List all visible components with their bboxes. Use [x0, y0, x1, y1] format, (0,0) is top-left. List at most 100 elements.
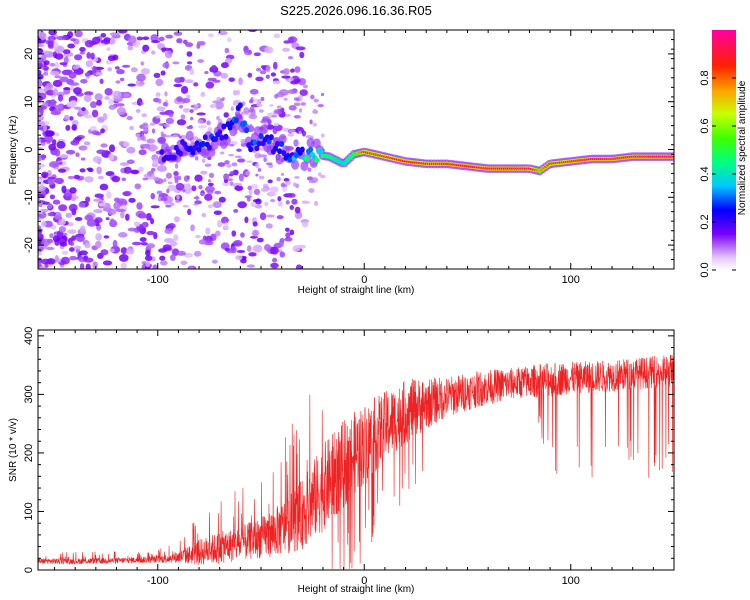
spectrogram-noise-blob — [117, 30, 128, 34]
spectrogram-noise-blob — [122, 92, 131, 98]
spectrogram-noise-blob — [218, 196, 226, 203]
spectrogram-noise-blob — [91, 130, 100, 136]
spectrogram-noise-blob — [200, 91, 206, 97]
spectrogram-noise-blob — [59, 241, 68, 247]
spectrogram-noise-blob — [206, 120, 211, 126]
spectrogram-noise-blob — [38, 189, 46, 196]
spectrogram-noise-blob — [190, 224, 195, 232]
spectrogram-ridge-halo — [185, 130, 194, 141]
spectrogram-noise-blob — [105, 217, 110, 221]
spectrogram-ridge-point — [192, 144, 198, 151]
spectrogram-noise-blob — [236, 89, 241, 96]
spectrogram-ridge-point — [256, 140, 262, 147]
spectrogram-noise-blob — [173, 234, 179, 242]
spectrogram-noise-blob — [150, 167, 156, 172]
spectrogram-noise-blob — [153, 176, 160, 182]
spectrogram-noise-blob — [44, 130, 55, 137]
spectrogram-noise-blob — [287, 55, 294, 60]
spectrogram-noise-blob — [61, 250, 69, 255]
spectrogram-noise-blob — [94, 93, 103, 101]
spectrogram-noise-blob — [273, 33, 281, 39]
spectrogram-noise-blob — [54, 177, 65, 185]
spectrogram-noise-blob — [50, 99, 56, 107]
spectrogram-noise-blob — [193, 105, 199, 111]
spectrogram-noise-blob — [197, 119, 204, 124]
spectrogram-noise-blob — [205, 81, 215, 89]
spectrogram-noise-blob — [168, 113, 174, 118]
spectrogram-noise-blob — [150, 34, 159, 42]
spectrogram-noise-blob — [176, 250, 186, 256]
spectrogram-noise-blob — [284, 181, 291, 186]
spectrogram-noise-blob — [254, 204, 263, 209]
spectrogram-noise-blob — [111, 175, 121, 183]
spectrogram-noise-blob — [143, 128, 149, 132]
spectrogram-noise-blob — [79, 263, 85, 269]
spectrogram-noise-blob — [180, 114, 186, 120]
colorbar-tick-label: 0.0 — [699, 262, 711, 277]
spectrogram-noise-blob — [298, 108, 303, 113]
spectrogram-noise-blob — [127, 83, 136, 87]
spectrogram-noise-blob — [244, 50, 253, 56]
spectrogram-noise-blob — [72, 65, 80, 70]
spectrogram-noise-blob — [140, 102, 144, 105]
spectrogram-noise-blob — [317, 103, 324, 108]
spectrogram-noise-blob — [247, 72, 253, 78]
spectrogram-noise-blob — [42, 72, 49, 76]
spectrogram-noise-blob — [40, 238, 51, 247]
spectrogram-noise-blob — [254, 163, 260, 169]
spectrogram-ridge-point — [275, 141, 281, 148]
spectrogram-noise-blob — [169, 254, 176, 262]
spectrogram-noise-blob — [280, 172, 285, 176]
spectrogram-noise-blob — [306, 176, 314, 181]
spectrogram-noise-blob — [243, 107, 250, 114]
spectrogram-noise-blob — [228, 77, 235, 82]
spectrogram-noise-blob — [204, 71, 209, 75]
spectrogram-noise-blob — [232, 169, 239, 176]
spectrogram-noise-blob — [103, 235, 110, 239]
spectrogram-noise-blob — [157, 136, 167, 144]
spectrogram-noise-blob — [69, 255, 77, 261]
spectrogram-noise-blob — [38, 196, 41, 203]
spectrogram-noise-blob — [89, 125, 97, 132]
spectrogram-noise-blob — [297, 95, 304, 98]
spectrogram-noise-blob — [216, 220, 223, 228]
spectrogram-noise-blob — [192, 136, 199, 140]
spectrogram-noise-blob — [80, 157, 86, 161]
spectrogram-noise-blob — [276, 105, 282, 109]
spectrogram-noise-blob — [140, 68, 150, 75]
spectrogram-noise-blob — [256, 237, 264, 243]
spectrogram-noise-blob — [75, 152, 80, 158]
spectrogram-noise-blob — [73, 106, 82, 110]
spectrogram-noise-blob — [83, 114, 93, 119]
spectrogram-noise-blob — [217, 162, 226, 167]
spectrogram-noise-blob — [109, 248, 115, 253]
spectrogram-noise-blob — [120, 247, 128, 255]
spectrogram-noise-blob — [186, 51, 193, 57]
spectrogram-noise-blob — [190, 116, 194, 121]
spectrogram-noise-blob — [63, 114, 70, 122]
spectrogram-noise-blob — [70, 197, 77, 202]
spectrogram-noise-blob — [252, 221, 258, 227]
spectrogram-noise-blob — [248, 30, 257, 33]
spectrogram-noise-blob — [49, 194, 56, 200]
spectrogram-noise-blob — [125, 213, 130, 221]
spectrogram-noise-blob — [224, 160, 230, 165]
spectrogram-noise-blob — [63, 56, 69, 65]
spectrogram-noise-blob — [73, 87, 82, 95]
spectrogram-noise-blob — [38, 261, 42, 268]
spectrogram-noise-blob — [107, 67, 113, 72]
spectrogram-noise-blob — [247, 185, 252, 191]
spectrogram-noise-blob — [286, 192, 296, 198]
spectrogram-noise-blob — [271, 257, 278, 263]
spectrogram-noise-blob — [248, 113, 258, 120]
spectrogram-noise-blob — [119, 162, 129, 166]
spectrogram-noise-blob — [173, 175, 179, 180]
spectrogram-noise-blob — [298, 130, 302, 135]
spectrogram-noise-blob — [155, 92, 161, 97]
spectrogram-noise-blob — [70, 241, 75, 247]
spectrogram-noise-blob — [212, 79, 221, 83]
spectrogram-ridge-halo — [275, 154, 284, 165]
spectrogram-noise-blob — [290, 68, 295, 73]
spectrogram-ridge-point — [258, 133, 264, 140]
